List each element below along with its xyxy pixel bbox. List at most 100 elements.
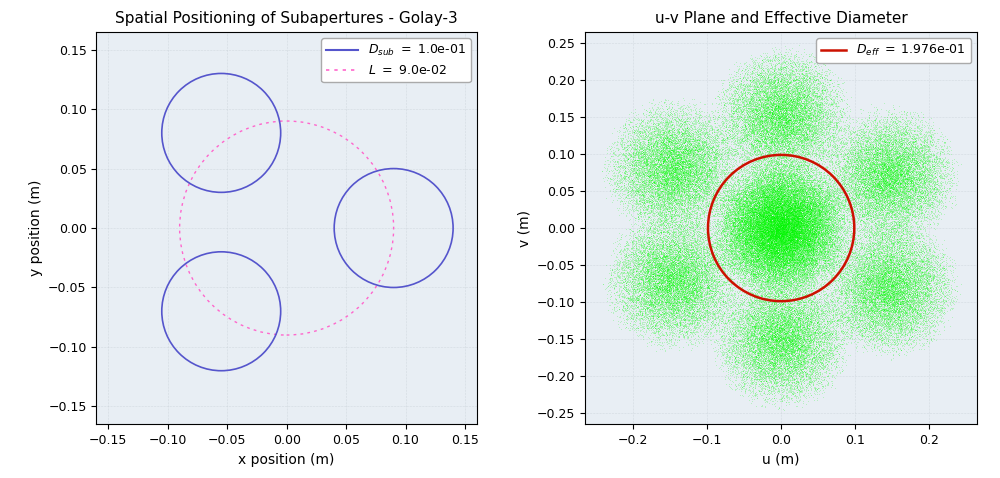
Point <box>660 232 676 239</box>
Point <box>855 212 871 219</box>
Point <box>754 182 770 190</box>
Point <box>892 220 908 228</box>
Point <box>772 250 788 258</box>
Point <box>849 169 865 177</box>
Point <box>857 254 873 261</box>
Point <box>854 133 870 141</box>
Point <box>889 223 905 230</box>
Point <box>830 269 846 276</box>
Point <box>660 191 676 198</box>
Point <box>799 207 815 215</box>
Point <box>775 252 791 260</box>
Point <box>797 250 813 258</box>
Point <box>876 348 892 356</box>
Point <box>768 227 784 234</box>
Point <box>668 170 684 177</box>
Point <box>705 274 721 282</box>
Point <box>747 207 763 215</box>
Point <box>722 95 738 103</box>
Point <box>799 237 815 244</box>
Point <box>885 296 901 304</box>
Point <box>777 356 793 364</box>
Point <box>637 306 653 314</box>
Point <box>758 228 774 236</box>
Point <box>750 114 766 122</box>
Point <box>890 272 906 280</box>
Point <box>632 131 648 139</box>
Point <box>745 182 761 190</box>
Point <box>751 63 767 70</box>
Point <box>753 221 769 229</box>
Point <box>776 259 792 267</box>
Point <box>676 165 692 173</box>
Point <box>857 193 873 200</box>
Point <box>783 232 799 239</box>
Point <box>760 265 776 272</box>
Point <box>779 222 795 230</box>
Point <box>732 260 748 268</box>
Point <box>766 305 782 313</box>
Point <box>660 180 676 187</box>
Point <box>637 248 653 255</box>
Point <box>841 148 857 155</box>
Point <box>786 254 802 262</box>
Point <box>643 138 659 146</box>
Point <box>762 114 778 121</box>
Point <box>876 306 892 314</box>
Point <box>787 192 803 200</box>
Point <box>759 166 775 174</box>
Point <box>792 217 808 224</box>
Point <box>890 135 906 142</box>
Point <box>878 284 894 292</box>
Point <box>877 271 893 279</box>
Point <box>684 160 700 167</box>
Point <box>754 246 770 253</box>
Point <box>729 204 745 212</box>
Point <box>830 188 846 196</box>
Point <box>718 298 734 305</box>
Point <box>696 251 712 259</box>
Point <box>780 122 796 130</box>
Point <box>767 337 783 345</box>
Point <box>807 197 823 205</box>
Point <box>747 185 763 193</box>
Point <box>928 156 944 164</box>
Point <box>700 148 716 155</box>
Point <box>811 177 827 185</box>
Point <box>764 111 780 119</box>
Point <box>832 215 848 222</box>
Point <box>864 255 880 262</box>
Point <box>640 161 656 168</box>
Point <box>857 284 873 292</box>
Point <box>739 235 755 242</box>
Point <box>824 317 840 325</box>
Point <box>698 290 714 297</box>
Point <box>857 178 873 186</box>
Point <box>768 80 784 88</box>
Point <box>881 323 897 331</box>
Point <box>767 228 783 235</box>
Point <box>785 187 801 195</box>
Point <box>792 97 808 104</box>
Point <box>909 285 925 293</box>
Point <box>893 171 909 178</box>
Point <box>852 150 868 158</box>
Point <box>737 249 753 257</box>
Point <box>719 297 735 305</box>
Point <box>761 239 777 246</box>
Point <box>793 261 809 269</box>
Point <box>776 245 792 252</box>
Point <box>774 230 790 238</box>
Point <box>900 164 916 172</box>
Point <box>736 212 752 220</box>
Point <box>777 228 793 235</box>
Point <box>876 285 892 293</box>
Point <box>756 202 772 209</box>
Point <box>780 221 796 228</box>
Point <box>770 228 786 235</box>
Point <box>834 199 850 206</box>
Point <box>878 185 894 193</box>
Point <box>791 315 807 323</box>
Point <box>727 231 743 239</box>
Point <box>769 227 785 235</box>
